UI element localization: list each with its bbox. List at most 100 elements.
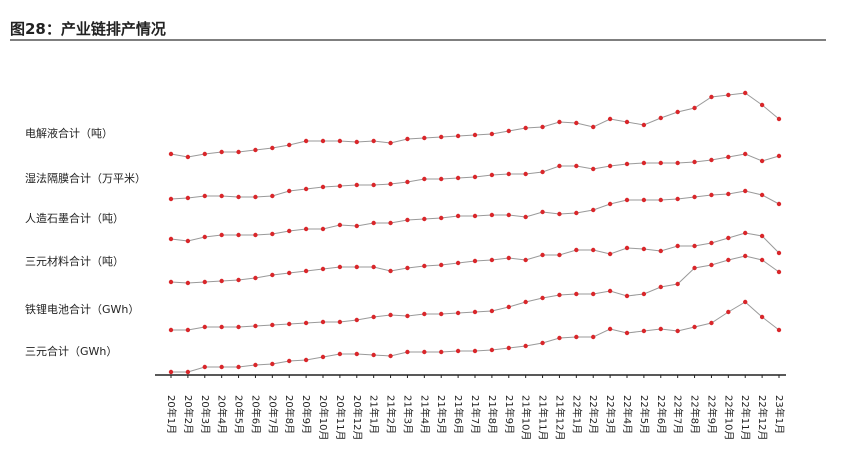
data-point (388, 220, 393, 226)
data-point (557, 211, 562, 217)
data-point (168, 327, 174, 333)
data-point (219, 278, 224, 284)
data-point (540, 252, 545, 258)
x-tick-label: 22年7月 (672, 395, 685, 434)
data-point (675, 243, 680, 249)
data-point (540, 340, 545, 346)
data-point (185, 369, 191, 375)
data-point (371, 314, 376, 320)
x-tick-label: 20年11月 (334, 395, 347, 440)
series-line (170, 92, 780, 158)
data-point (202, 151, 207, 157)
data-point (303, 357, 309, 363)
data-point (455, 213, 461, 219)
data-point (439, 311, 444, 317)
data-point (472, 132, 478, 138)
data-point (455, 260, 461, 266)
data-point (388, 181, 393, 187)
data-point (287, 321, 292, 327)
data-point (287, 270, 292, 276)
data-point (371, 138, 376, 144)
data-point (439, 262, 444, 268)
x-tick-label: 22年3月 (604, 395, 617, 434)
data-point (422, 135, 427, 141)
x-tick-label: 22年2月 (587, 395, 600, 434)
data-point (422, 176, 427, 182)
data-point (557, 119, 562, 125)
data-point (709, 240, 714, 246)
data-point (709, 262, 714, 268)
data-point (607, 326, 613, 332)
data-point (489, 212, 495, 218)
data-point (287, 188, 292, 194)
data-point (726, 309, 731, 315)
data-point (439, 176, 444, 182)
data-point (574, 247, 579, 253)
data-point (709, 320, 714, 326)
data-point (219, 364, 224, 370)
x-tick-label: 21年11月 (537, 395, 550, 440)
data-point (675, 281, 680, 287)
data-point (607, 288, 613, 294)
data-point (337, 351, 343, 357)
data-point (439, 215, 444, 221)
data-point (540, 124, 545, 130)
data-point (489, 308, 495, 314)
data-point (692, 194, 697, 200)
data-point (270, 272, 275, 278)
data-point (168, 279, 174, 285)
x-tick-label: 21年3月 (401, 395, 414, 434)
data-point (270, 361, 275, 367)
data-point (591, 166, 596, 172)
data-point (320, 138, 326, 144)
data-point (219, 324, 224, 330)
chart-title: 图28：产业链排产情况 (10, 20, 166, 38)
data-point (472, 174, 478, 180)
data-point (523, 171, 528, 177)
data-point (388, 353, 393, 359)
data-point (726, 257, 731, 263)
series-line (171, 255, 780, 331)
x-tick-label: 21年9月 (503, 395, 516, 434)
data-point (253, 232, 258, 238)
data-point (489, 347, 495, 353)
data-point (439, 134, 444, 140)
data-point (185, 327, 191, 333)
x-tick-label: 21年2月 (385, 395, 398, 434)
data-point (675, 328, 680, 334)
data-point (236, 194, 241, 200)
series-label: 电解液合计（吨） (25, 126, 113, 140)
data-point (574, 163, 579, 169)
x-tick-label: 20年3月 (199, 395, 212, 434)
data-point (337, 138, 343, 144)
data-point (371, 182, 376, 188)
series-label: 三元合计（GWh） (25, 344, 117, 358)
x-tick-label: 22年1月 (570, 395, 583, 434)
data-point (726, 92, 731, 98)
data-point (455, 348, 461, 354)
data-point (185, 238, 191, 244)
data-point (540, 295, 545, 301)
data-point (455, 310, 461, 316)
data-point (320, 266, 326, 272)
data-point (388, 268, 393, 274)
data-point (405, 179, 410, 185)
data-point (422, 263, 427, 269)
x-tick-label: 20年7月 (266, 395, 279, 434)
data-point (591, 207, 596, 213)
data-point (658, 326, 663, 332)
data-point (641, 197, 647, 203)
data-point (743, 151, 748, 157)
data-point (202, 193, 207, 199)
data-point (776, 269, 782, 275)
data-point (422, 311, 427, 317)
data-point (557, 252, 562, 258)
data-point (439, 349, 444, 355)
data-point (185, 154, 191, 160)
data-point (607, 116, 613, 122)
data-point (253, 362, 258, 368)
data-point (506, 304, 511, 310)
data-point (422, 216, 427, 222)
data-point (776, 327, 782, 333)
